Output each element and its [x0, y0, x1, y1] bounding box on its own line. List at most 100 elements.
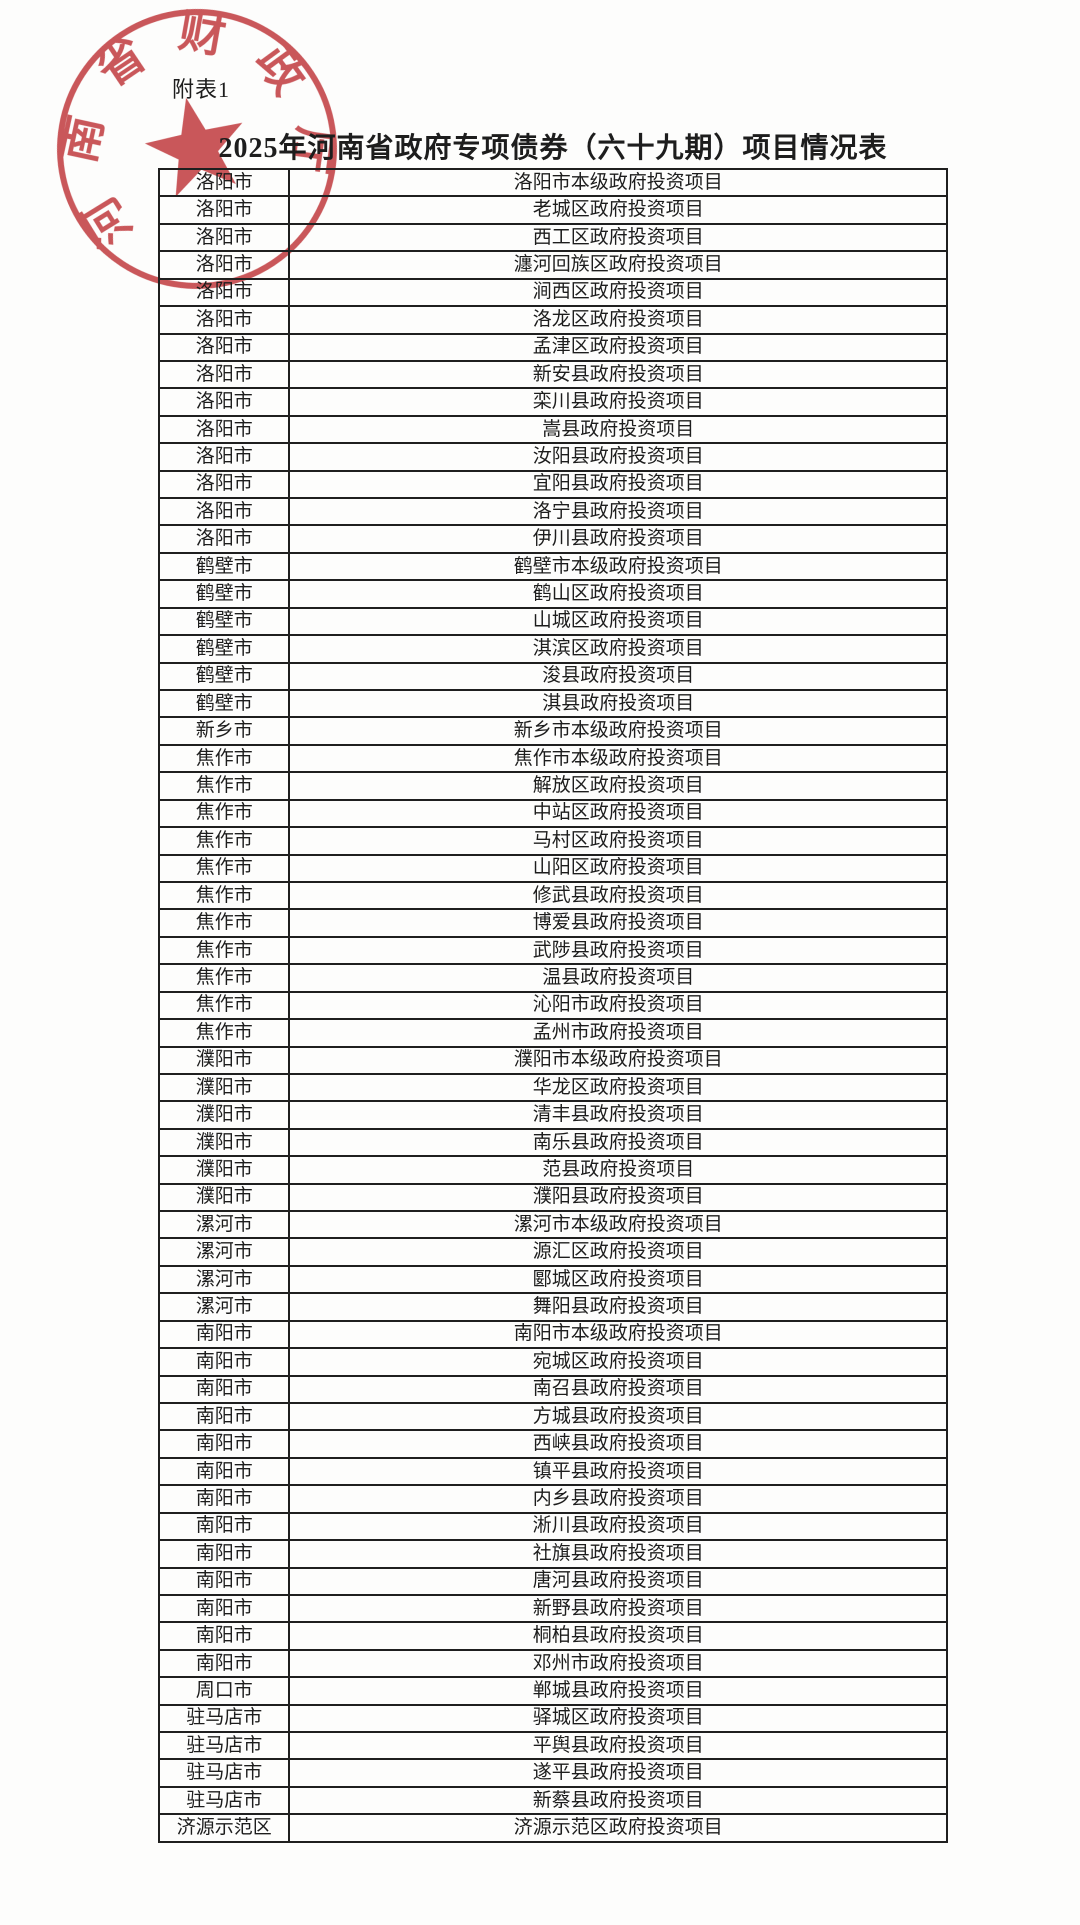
project-cell: 嵩县政府投资项目 [288, 414, 948, 445]
project-cell: 栾川县政府投资项目 [288, 387, 948, 417]
city-cell: 南阳市 [157, 1347, 291, 1377]
project-cell: 汝阳县政府投资项目 [288, 442, 948, 472]
project-cell: 濮阳市本级政府投资项目 [288, 1045, 948, 1075]
table-row: 洛阳市 新安县政府投资项目 [157, 359, 948, 390]
city-cell: 南阳市 [157, 1374, 291, 1404]
city-cell: 新乡市 [157, 716, 291, 746]
city-cell: 南阳市 [157, 1484, 291, 1514]
table-row: 洛阳市 洛龙区政府投资项目 [157, 305, 948, 335]
city-cell: 漯河市 [157, 1264, 291, 1295]
table-row: 新乡市 新乡市本级政府投资项目 [157, 716, 948, 746]
city-cell: 焦作市 [157, 908, 291, 938]
table-row: 鹤壁市 淇滨区政府投资项目 [157, 634, 948, 664]
table-row: 焦作市 孟州市政府投资项目 [157, 1018, 948, 1048]
table-row: 洛阳市 栾川县政府投资项目 [157, 387, 948, 417]
table-row: 焦作市 武陟县政府投资项目 [157, 935, 948, 966]
city-cell: 洛阳市 [157, 195, 291, 225]
table-row: 南阳市 邓州市政府投资项目 [157, 1648, 948, 1679]
city-cell: 济源示范区 [157, 1813, 291, 1843]
city-cell: 焦作市 [157, 826, 291, 856]
project-cell: 沁阳市政府投资项目 [288, 990, 948, 1021]
table-row: 鹤壁市 鹤壁市本级政府投资项目 [157, 551, 948, 582]
project-cell: 伊川县政府投资项目 [288, 524, 948, 554]
table-row: 焦作市 焦作市本级政府投资项目 [157, 743, 948, 774]
city-cell: 洛阳市 [157, 222, 291, 253]
city-cell: 南阳市 [157, 1648, 291, 1679]
city-cell: 驻马店市 [157, 1758, 291, 1788]
project-cell: 唐河县政府投资项目 [288, 1566, 948, 1596]
table-row: 南阳市 南召县政府投资项目 [157, 1374, 948, 1404]
project-cell: 南召县政府投资项目 [288, 1374, 948, 1404]
table-row: 驻马店市 平舆县政府投资项目 [157, 1731, 948, 1761]
table-row: 濮阳市 南乐县政府投资项目 [157, 1127, 948, 1158]
table-row: 洛阳市 瀍河回族区政府投资项目 [157, 250, 948, 280]
project-cell: 武陟县政府投资项目 [288, 935, 948, 966]
project-cell: 驿城区政府投资项目 [288, 1703, 948, 1734]
project-cell: 山阳区政府投资项目 [288, 853, 948, 883]
table-row: 驻马店市 驿城区政府投资项目 [157, 1703, 948, 1734]
city-cell: 焦作市 [157, 771, 291, 801]
project-cell: 新安县政府投资项目 [288, 359, 948, 390]
city-cell: 南阳市 [157, 1319, 291, 1350]
city-cell: 周口市 [157, 1676, 291, 1706]
city-cell: 驻马店市 [157, 1785, 291, 1816]
city-cell: 焦作市 [157, 1018, 291, 1048]
table-row: 焦作市 中站区政府投资项目 [157, 798, 948, 829]
table-row: 南阳市 西峡县政府投资项目 [157, 1429, 948, 1459]
city-cell: 洛阳市 [157, 332, 291, 362]
project-cell: 洛宁县政府投资项目 [288, 497, 948, 527]
table-row: 洛阳市 伊川县政府投资项目 [157, 524, 948, 554]
project-cell: 南阳市本级政府投资项目 [288, 1319, 948, 1350]
table-row: 洛阳市 宜阳县政府投资项目 [157, 469, 948, 500]
table-row: 南阳市 新野县政府投资项目 [157, 1593, 948, 1624]
project-cell: 镇平县政府投资项目 [288, 1456, 948, 1487]
project-cell: 孟津区政府投资项目 [288, 332, 948, 362]
table-row: 漯河市 舞阳县政府投资项目 [157, 1292, 948, 1322]
city-cell: 鹤壁市 [157, 606, 291, 637]
table-row: 驻马店市 新蔡县政府投资项目 [157, 1785, 948, 1816]
city-cell: 洛阳市 [157, 277, 291, 308]
project-cell: 新乡市本级政府投资项目 [288, 716, 948, 746]
table-row: 漯河市 郾城区政府投资项目 [157, 1264, 948, 1295]
project-cell: 宛城区政府投资项目 [288, 1347, 948, 1377]
table-row: 漯河市 源汇区政府投资项目 [157, 1237, 948, 1267]
table-row: 焦作市 山阳区政府投资项目 [157, 853, 948, 883]
city-cell: 南阳市 [157, 1566, 291, 1596]
table-row: 漯河市 漯河市本级政府投资项目 [157, 1210, 948, 1240]
table-row: 濮阳市 濮阳县政府投资项目 [157, 1182, 948, 1213]
project-cell: 方城县政府投资项目 [288, 1401, 948, 1432]
project-cell: 遂平县政府投资项目 [288, 1758, 948, 1788]
project-cell: 范县政府投资项目 [288, 1155, 948, 1185]
city-cell: 洛阳市 [157, 359, 291, 390]
city-cell: 濮阳市 [157, 1155, 291, 1185]
project-cell: 郸城县政府投资项目 [288, 1676, 948, 1706]
attachment-label: 附表1 [172, 77, 231, 102]
project-cell: 鹤壁市本级政府投资项目 [288, 551, 948, 582]
table-row: 周口市 郸城县政府投资项目 [157, 1676, 948, 1706]
project-cell: 南乐县政府投资项目 [288, 1127, 948, 1158]
project-cell: 华龙区政府投资项目 [288, 1072, 948, 1103]
project-cell: 淅川县政府投资项目 [288, 1511, 948, 1542]
project-cell: 博爱县政府投资项目 [288, 908, 948, 938]
city-cell: 洛阳市 [157, 305, 291, 335]
table-row: 南阳市 南阳市本级政府投资项目 [157, 1319, 948, 1350]
table-row: 濮阳市 濮阳市本级政府投资项目 [157, 1045, 948, 1075]
project-cell: 中站区政府投资项目 [288, 798, 948, 829]
project-cell: 浚县政府投资项目 [288, 661, 948, 692]
table-row: 洛阳市 洛宁县政府投资项目 [157, 497, 948, 527]
city-cell: 南阳市 [157, 1539, 291, 1569]
table-row: 洛阳市 洛阳市本级政府投资项目 [157, 167, 948, 198]
city-cell: 鹤壁市 [157, 661, 291, 692]
city-cell: 洛阳市 [157, 167, 291, 198]
project-cell: 温县政府投资项目 [288, 963, 948, 993]
city-cell: 濮阳市 [157, 1127, 291, 1158]
city-cell: 洛阳市 [157, 524, 291, 554]
city-cell: 洛阳市 [157, 387, 291, 417]
city-cell: 洛阳市 [157, 469, 291, 500]
project-cell: 源汇区政府投资项目 [288, 1237, 948, 1267]
table-row: 洛阳市 嵩县政府投资项目 [157, 414, 948, 445]
city-cell: 洛阳市 [157, 250, 291, 280]
project-cell: 淇滨区政府投资项目 [288, 634, 948, 664]
table-row: 濮阳市 范县政府投资项目 [157, 1155, 948, 1185]
page-title: 2025年河南省政府专项债券（六十九期）项目情况表 [218, 133, 888, 164]
